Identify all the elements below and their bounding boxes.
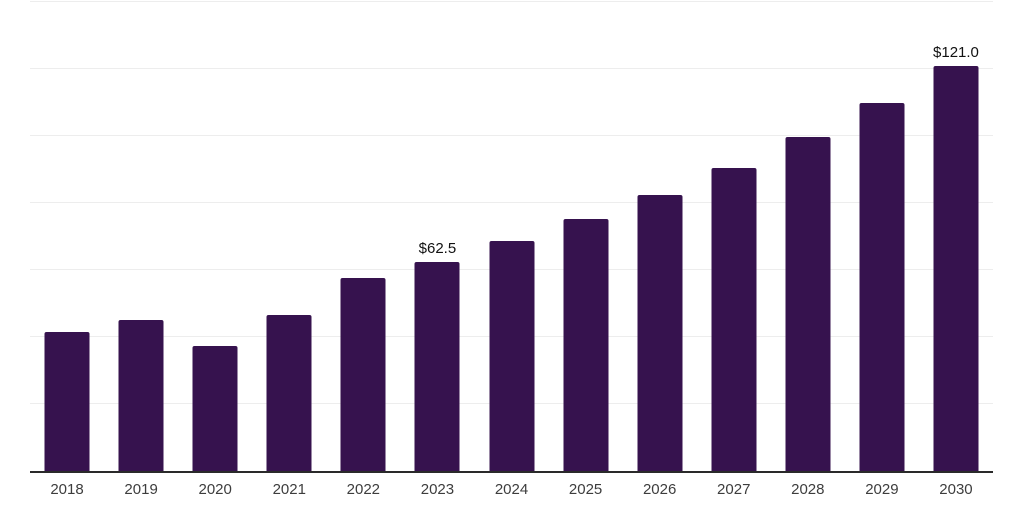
x-tick-2018: 2018 (50, 481, 84, 498)
x-tick-2029: 2029 (865, 481, 899, 498)
x-tick-2019: 2019 (124, 481, 158, 498)
bar-group-2024 (474, 2, 548, 471)
gridline (30, 202, 993, 203)
bar-2018 (44, 331, 90, 471)
x-tick-2023: 2023 (420, 481, 455, 498)
x-tick-2025: 2025 (568, 481, 603, 498)
bar-2020 (192, 345, 238, 471)
x-axis: 2018 2019 2020 2021 2022 2023 2024 2025 2026 2027… (30, 481, 993, 499)
bar-group-2027 (697, 2, 771, 471)
bar-group-2019 (104, 2, 178, 471)
bar-group-2023: $62.5 (400, 2, 474, 471)
bar-group-2030: $121.0 (919, 2, 993, 471)
x-tick-2024: 2024 (494, 481, 529, 498)
bar-2028 (785, 137, 831, 471)
x-tick-2022: 2022 (346, 481, 381, 498)
bar-group-2028 (771, 2, 845, 471)
gridline (30, 135, 993, 136)
bars-row: $62.5 $121.0 (30, 2, 993, 471)
value-label-2030: $121.0 (933, 43, 979, 61)
bar-group-2029 (845, 2, 919, 471)
bar-2026 (637, 194, 683, 471)
x-tick-2030: 2030 (939, 481, 973, 498)
bar-2027 (711, 168, 757, 471)
bar-group-2020 (178, 2, 252, 471)
x-tick-2027: 2027 (717, 481, 751, 498)
bar-2021 (266, 314, 312, 471)
gridline (30, 68, 993, 69)
x-tick-2028: 2028 (791, 481, 825, 498)
plot-area: $62.5 $121.0 (30, 1, 993, 473)
gridline (30, 1, 993, 2)
bar-group-2018 (30, 2, 104, 471)
bar-group-2021 (252, 2, 326, 471)
bar-2029 (859, 102, 905, 471)
x-tick-2026: 2026 (642, 481, 677, 498)
bar-group-2026 (623, 2, 697, 471)
x-tick-2020: 2020 (198, 481, 232, 498)
bar-group-2022 (326, 2, 400, 471)
bar-group-2025 (549, 2, 623, 471)
x-tick-2021: 2021 (272, 481, 306, 498)
bar-2024 (489, 240, 534, 471)
bar-2030 (933, 65, 979, 471)
bar-2023 (414, 261, 460, 471)
bar-2019 (118, 319, 164, 471)
value-label-2023: $62.5 (418, 239, 457, 257)
bar-2022 (340, 278, 386, 471)
bar-2025 (563, 219, 609, 471)
